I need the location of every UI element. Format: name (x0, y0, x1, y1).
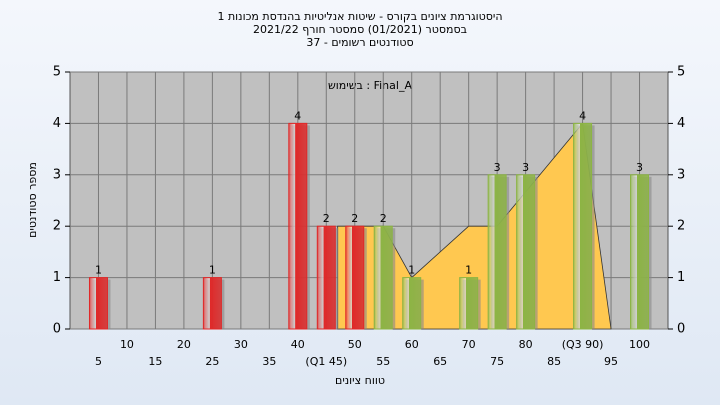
bar (402, 277, 422, 330)
bar (487, 174, 507, 330)
y-tick-label: 2 (53, 219, 61, 234)
bar (202, 277, 222, 330)
bar (88, 277, 108, 330)
x-tick-label: 60 (405, 338, 419, 351)
x-tick-label: 25 (205, 355, 219, 368)
data-label: 3 (522, 161, 529, 174)
x-tick-label: 95 (604, 355, 618, 368)
y2-tick-label: 3 (677, 167, 685, 182)
y2-tick-label: 4 (677, 116, 685, 131)
data-label: 2 (323, 212, 330, 225)
x-tick-label: 10 (120, 338, 134, 351)
x-tick-label: 35 (262, 355, 276, 368)
bar (288, 122, 308, 330)
x-tick-label: 40 (291, 338, 305, 351)
y-tick-label: 4 (53, 116, 61, 131)
x-axis-label: טווח ציונים (335, 374, 385, 387)
y-tick-label: 3 (53, 167, 61, 182)
bar (373, 225, 393, 330)
bar (516, 174, 536, 330)
title-line: סטודנטים רשומים - 37 (306, 36, 413, 49)
x-tick-label: 5 (95, 355, 102, 368)
x-tick-label: 55 (376, 355, 390, 368)
x-tick-label: 80 (519, 338, 533, 351)
data-label: 1 (408, 264, 415, 277)
title-line: בסמסטר (01/2021) סמסטר חורף 2021/22 (253, 23, 467, 36)
data-label: 4 (294, 109, 301, 122)
data-label: 2 (351, 212, 358, 225)
title-line: היסטוגרמת ציונים בקורס - שיטות אנליטיות … (217, 10, 502, 23)
x-tick-label: 65 (433, 355, 447, 368)
bar (573, 122, 593, 330)
data-label: 2 (380, 212, 387, 225)
data-label: 3 (494, 161, 501, 174)
annotation: בשימוש : Final_A (328, 79, 412, 92)
y2-tick-label: 1 (677, 270, 685, 285)
bar (630, 174, 650, 330)
bar (316, 225, 336, 330)
y2-tick-label: 5 (677, 65, 685, 80)
x-tick-label: (Q3 90) (562, 338, 604, 351)
x-tick-label: 50 (348, 338, 362, 351)
y-axis-label: מספר סטודנטים (26, 162, 39, 238)
x-tick-label: 100 (629, 338, 650, 351)
data-label: 1 (465, 264, 472, 277)
y2-tick-label: 2 (677, 219, 685, 234)
y2-tick-label: 0 (677, 322, 685, 337)
data-label: 3 (636, 161, 643, 174)
bar (459, 277, 479, 330)
data-label: 4 (579, 109, 586, 122)
y-tick-label: 5 (53, 65, 61, 80)
x-tick-label: 85 (547, 355, 561, 368)
x-tick-label: 75 (490, 355, 504, 368)
y-tick-label: 0 (53, 322, 61, 337)
x-tick-label: 15 (148, 355, 162, 368)
x-tick-label: 20 (177, 338, 191, 351)
data-label: 1 (95, 264, 102, 277)
data-label: 1 (209, 264, 216, 277)
y-tick-label: 1 (53, 270, 61, 285)
bar (345, 225, 365, 330)
x-tick-label: 70 (462, 338, 476, 351)
x-tick-label: 30 (234, 338, 248, 351)
x-tick-label: (Q1 45) (305, 355, 347, 368)
